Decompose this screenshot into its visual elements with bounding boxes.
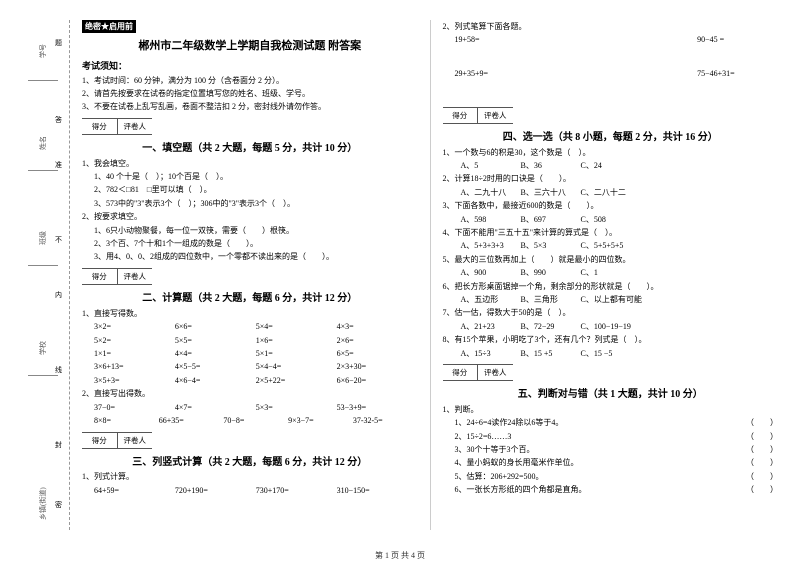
mc-stem: 8、有15个苹果，小明吃了3个，还有几个？列式是（ ）。 (443, 335, 779, 345)
section-4-title: 四、选一选（共 8 小题，每题 2 分，共计 16 分） (443, 128, 779, 143)
binding-strip: 学号 姓名 班级 学校 乡镇(街道) 题 答 准 不 内 线 封 密 (10, 20, 70, 530)
score-box: 得分 评卷人 (443, 364, 513, 381)
q-item: 1、6只小动物聚餐，每一位一双筷，需要（ ）根筷。 (82, 226, 418, 236)
notice-line: 1、考试时间：60 分钟，满分为 100 分（含卷面分 2 分）。 (82, 76, 418, 86)
mc-opts: A、5B、36C、24 (443, 161, 779, 171)
binding-field-class: 班级 (38, 231, 48, 245)
seal-char: 内 (55, 290, 62, 300)
grader-label: 评卷人 (478, 108, 513, 123)
tf-item: 4、量小蚂蚁的身长用毫米作单位。（ ） (443, 458, 779, 468)
mc-opts: A、5+3+3+3B、5×3C、5+5+5+5 (443, 241, 779, 251)
mc-stem: 6、把长方形桌面锯掉一个角，剩余部分的形状就是（ ）。 (443, 282, 779, 292)
exam-title: 郴州市二年级数学上学期自我检测试题 附答案 (82, 37, 418, 53)
calc-row: 19+58=90−45 = (443, 35, 779, 45)
mc-opts: A、五边形B、三角形C、以上都有可能 (443, 295, 779, 305)
q-stem: 1、判断。 (443, 405, 779, 415)
score-label: 得分 (82, 433, 118, 448)
mc-stem: 7、估一估，得数大于50的是（ ）。 (443, 308, 779, 318)
field-line (28, 375, 58, 376)
q-stem: 1、我会填空。 (82, 159, 418, 169)
q-stem: 2、按要求填空。 (82, 212, 418, 222)
calc-row (443, 48, 779, 66)
right-column: 2、列式笔算下面各题。 19+58=90−45 = 29+35+9=75−46+… (431, 20, 791, 530)
mc-opts: A、900B、990C、1 (443, 268, 779, 278)
calc-row: 37−0=4×7=5×3=53−3+9= (82, 403, 418, 413)
calc-row: 3×5+3=4×6−4=2×5+22=6×6−20= (82, 376, 418, 386)
tf-item: 6、一张长方形纸的四个角都是直角。（ ） (443, 485, 779, 495)
page: 学号 姓名 班级 学校 乡镇(街道) 题 答 准 不 内 线 封 密 绝密★启用… (0, 0, 800, 540)
seal-char: 答 (55, 115, 62, 125)
content-columns: 绝密★启用前 郴州市二年级数学上学期自我检测试题 附答案 考试须知： 1、考试时… (70, 20, 790, 530)
score-label: 得分 (82, 119, 118, 134)
mc-opts: A、15÷3B、15 +5C、15 −5 (443, 349, 779, 359)
calc-row: 5×2=5×5=1×6=2×6= (82, 336, 418, 346)
binding-field-town: 乡镇(街道) (38, 487, 48, 520)
notice-heading: 考试须知： (82, 59, 418, 72)
field-line (28, 170, 58, 171)
secret-label: 绝密★启用前 (82, 20, 136, 33)
calc-row: 1×1=4×4=5×1=6×5= (82, 349, 418, 359)
score-box: 得分 评卷人 (443, 107, 513, 124)
score-box: 得分 评卷人 (82, 432, 152, 449)
grader-label: 评卷人 (118, 119, 153, 134)
section-2-title: 二、计算题（共 2 大题，每题 6 分，共计 12 分） (82, 289, 418, 304)
notice-line: 2、请首先按要求在试卷的指定位置填写您的姓名、班级、学号。 (82, 89, 418, 99)
seal-char: 题 (55, 38, 62, 48)
seal-char: 封 (55, 440, 62, 450)
score-box: 得分 评卷人 (82, 118, 152, 135)
section-3-title: 三、列竖式计算（共 2 大题，每题 6 分，共计 12 分） (82, 453, 418, 468)
q-item: 3、573中的"3"表示3个（ ）；306中的"3"表示3个（ ）。 (82, 199, 418, 209)
score-label: 得分 (443, 365, 479, 380)
mc-opts: A、二九十八B、三六十八C、二八十二 (443, 188, 779, 198)
score-label: 得分 (82, 269, 118, 284)
q-item: 1、40 个十是（ ）；10个百是（ ）。 (82, 172, 418, 182)
q-stem: 2、列式笔算下面各题。 (443, 22, 779, 32)
section-5-title: 五、判断对与错（共 1 大题，共计 10 分） (443, 385, 779, 400)
notice-line: 3、不要在试卷上乱写乱画，卷面不整洁扣 2 分，密封线外请勿作答。 (82, 102, 418, 112)
binding-field-name: 姓名 (38, 136, 48, 150)
calc-row: 29+35+9=75−46+31= (443, 69, 779, 79)
mc-stem: 5、最大的三位数再加上（ ）就是最小的四位数。 (443, 255, 779, 265)
mc-stem: 4、下面不能用"三五十五"来计算的算式是（ ）。 (443, 228, 779, 238)
seal-char: 不 (55, 235, 62, 245)
seal-char: 线 (55, 365, 62, 375)
tf-item: 1、24÷6=4读作24除以6等于4。（ ） (443, 418, 779, 428)
mc-opts: A、21+23B、72−29C、100−19−19 (443, 322, 779, 332)
q-item: 3、用4、0、0、2组成的四位数中，一个零都不读出来的是（ ）。 (82, 252, 418, 262)
grader-label: 评卷人 (118, 433, 153, 448)
tf-item: 5、估算：206+292=500。（ ） (443, 472, 779, 482)
field-line (28, 80, 58, 81)
q-stem: 2、直接写出得数。 (82, 389, 418, 399)
calc-row: 64+59=720+190=730+170=310−150= (82, 486, 418, 496)
grader-label: 评卷人 (118, 269, 153, 284)
calc-row: 3×6+13=4×5−5=5×4−4=2×3+30= (82, 362, 418, 372)
mc-stem: 1、一个数与6的积是30，这个数是（ ）。 (443, 148, 779, 158)
q-stem: 1、列式计算。 (82, 472, 418, 482)
seal-char: 准 (55, 160, 62, 170)
seal-char: 密 (55, 500, 62, 510)
tf-item: 2、15÷2=6……3（ ） (443, 432, 779, 442)
field-line (28, 265, 58, 266)
tf-item: 3、30个十等于3个百。（ ） (443, 445, 779, 455)
page-footer: 第 1 页 共 4 页 (0, 550, 800, 561)
score-box: 得分 评卷人 (82, 268, 152, 285)
calc-row: 8×8=66+35=70−8=9×3−7=37-32-5= (82, 416, 418, 426)
score-label: 得分 (443, 108, 479, 123)
binding-field-school: 学校 (38, 341, 48, 355)
q-stem: 1、直接写得数。 (82, 309, 418, 319)
grader-label: 评卷人 (478, 365, 513, 380)
q-item: 2、782＜□81 □里可以填（ ）。 (82, 185, 418, 195)
binding-field-id: 学号 (38, 44, 48, 58)
mc-opts: A、598B、697C、508 (443, 215, 779, 225)
left-column: 绝密★启用前 郴州市二年级数学上学期自我检测试题 附答案 考试须知： 1、考试时… (70, 20, 431, 530)
q-item: 2、3个百、7个十和1个一组成的数是（ ）。 (82, 239, 418, 249)
mc-stem: 3、下面各数中，最接近600的数是（ ）。 (443, 201, 779, 211)
calc-row: 3×2=6×6=5×4=4×3= (82, 322, 418, 332)
section-1-title: 一、填空题（共 2 大题，每题 5 分，共计 10 分） (82, 139, 418, 154)
mc-stem: 2、计算18÷2时用的口诀是（ ）。 (443, 174, 779, 184)
spacer (443, 81, 779, 103)
